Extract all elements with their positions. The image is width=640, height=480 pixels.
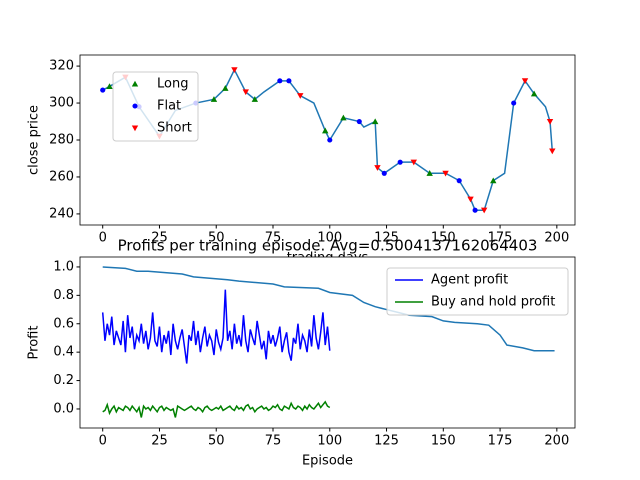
y-tick-label: 1.0 <box>53 259 74 274</box>
legend: Long Flat Short <box>112 71 199 142</box>
marker <box>242 89 249 96</box>
marker <box>297 93 304 99</box>
marker <box>426 170 433 176</box>
marker <box>549 148 556 155</box>
legend-label: Flat <box>157 99 181 114</box>
marker <box>210 96 218 102</box>
legend-box <box>112 71 199 142</box>
marker <box>322 127 329 134</box>
y-tick-label: 300 <box>49 96 74 111</box>
x-tick-label: 50 <box>208 231 225 246</box>
marker <box>100 87 106 93</box>
marker <box>490 177 497 184</box>
x-tick-label: 50 <box>208 434 225 449</box>
x-tick-label: 175 <box>488 434 513 449</box>
x-tick-label: 25 <box>151 231 168 246</box>
marker <box>371 118 379 125</box>
legend-label: Agent profit <box>431 273 508 288</box>
marker <box>374 165 381 171</box>
x-tick-label: 175 <box>488 231 513 246</box>
marker <box>442 170 449 177</box>
chart-title: Profits per training episode. Avg=0.5004… <box>118 237 538 255</box>
y-tick-label: 320 <box>49 59 74 74</box>
marker <box>251 96 259 102</box>
x-tick-label: 125 <box>374 434 399 449</box>
y-tick-label: 0.2 <box>53 373 74 388</box>
y-axis-label: Profit <box>27 326 42 360</box>
y-tick-label: 0.4 <box>53 345 74 360</box>
marker <box>456 178 462 184</box>
x-tick-label: 200 <box>544 434 569 449</box>
x-tick-label: 0 <box>99 434 107 449</box>
axes-frame <box>79 256 576 429</box>
marker <box>480 207 488 214</box>
marker <box>410 159 417 166</box>
x-tick-label: 125 <box>374 231 399 246</box>
marker <box>106 83 113 89</box>
y-tick-label: 280 <box>49 133 74 148</box>
y-tick-label: 0.8 <box>53 288 74 303</box>
legend-label: Short <box>157 121 192 136</box>
x-tick-label: 0 <box>99 231 107 246</box>
legend-label: Long <box>157 77 188 92</box>
x-axis-label: Episode <box>302 454 353 469</box>
legend-swatch <box>132 103 138 109</box>
marker <box>397 159 403 165</box>
y-tick-label: 0.0 <box>53 401 74 416</box>
legend-swatch <box>131 125 139 132</box>
x-tick-label: 150 <box>431 434 456 449</box>
legend-label: Buy and hold profit <box>431 295 555 310</box>
y-tick-label: 0.6 <box>53 316 74 331</box>
series-line <box>101 289 331 364</box>
marker <box>340 114 347 121</box>
series-line <box>102 400 331 418</box>
marker <box>530 90 538 97</box>
y-axis-label: close price <box>27 105 42 175</box>
x-tick-label: 75 <box>265 231 282 246</box>
x-tick-label: 75 <box>265 434 282 449</box>
x-tick-label: 200 <box>544 231 569 246</box>
x-tick-label: 25 <box>151 434 168 449</box>
marker <box>356 118 362 125</box>
marker <box>546 118 554 125</box>
x-tick-label: 150 <box>431 231 456 246</box>
marker <box>381 170 387 176</box>
y-tick-label: 240 <box>49 206 74 221</box>
marker <box>327 137 333 143</box>
marker <box>231 67 238 73</box>
y-tick-label: 260 <box>49 169 74 184</box>
legend-box <box>386 267 569 316</box>
x-tick-label: 100 <box>317 434 342 449</box>
marker <box>467 196 474 203</box>
legend-swatch <box>131 80 139 87</box>
marker <box>472 207 478 213</box>
legend: Agent profit Buy and hold profit <box>386 267 569 316</box>
marker <box>511 100 517 106</box>
marker <box>222 85 229 91</box>
marker <box>286 78 292 84</box>
x-tick-label: 100 <box>317 231 342 246</box>
series-line <box>102 266 555 352</box>
marker <box>521 78 529 85</box>
marker <box>277 78 283 84</box>
